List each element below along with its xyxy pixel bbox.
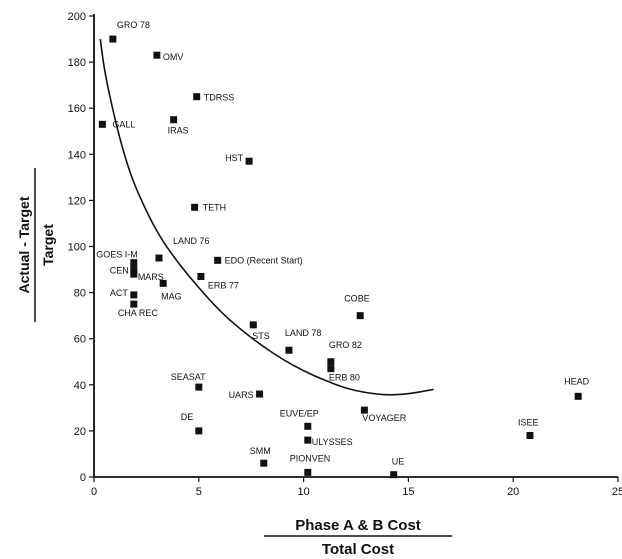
y-tick-label: 40 xyxy=(74,380,86,392)
y-axis-title-denominator: Target xyxy=(40,224,56,266)
data-point-marker xyxy=(327,365,335,373)
data-point-label: STS xyxy=(252,331,270,341)
data-point-marker xyxy=(245,157,253,165)
y-axis-title: Actual - Target Target xyxy=(16,168,56,322)
data-point-marker xyxy=(304,436,312,444)
data-point-label: EDO (Recent Start) xyxy=(225,255,303,265)
data-point-marker xyxy=(130,291,138,299)
data-point-label: ISEE xyxy=(518,418,539,428)
y-tick-label: 100 xyxy=(68,242,86,254)
data-point-label: CEN xyxy=(110,266,129,276)
data-point-label: EUVE/EP xyxy=(280,408,319,418)
data-point-label: ERB 80 xyxy=(329,373,360,383)
data-point-marker xyxy=(130,270,138,278)
data-point-marker xyxy=(249,321,257,329)
data-point-label: SEASAT xyxy=(171,372,206,382)
data-point-marker xyxy=(155,254,163,262)
data-point-marker xyxy=(356,312,364,320)
x-tick-label: 20 xyxy=(507,486,519,498)
data-point-marker xyxy=(170,116,178,124)
data-point-marker xyxy=(214,256,222,264)
data-point-marker xyxy=(191,203,199,211)
data-point-marker xyxy=(197,272,205,280)
data-point-marker xyxy=(304,422,312,430)
data-point-marker xyxy=(159,279,167,287)
data-points: GRO 78 OMV TDRSS IRAS GALL HST TETH LAND 76 GOES… xyxy=(96,20,590,479)
data-point-label: OMV xyxy=(163,52,184,62)
data-point-label: TDRSS xyxy=(204,93,235,103)
y-tick-label: 180 xyxy=(68,57,86,69)
data-point-marker xyxy=(130,259,138,267)
data-point-label: HST xyxy=(225,153,244,163)
data-point-label: GALL xyxy=(112,119,135,129)
data-point-marker xyxy=(260,459,268,467)
x-tick-label: 10 xyxy=(297,486,309,498)
data-point-marker xyxy=(193,93,201,101)
x-ticks: 0 5 10 15 20 25 xyxy=(91,477,622,498)
y-ticks: 0 20 40 60 80 100 120 140 160 180 200 xyxy=(68,11,94,484)
data-point-marker xyxy=(526,432,534,440)
data-point-label: HEAD xyxy=(564,376,590,386)
data-point-marker xyxy=(98,120,106,128)
data-point-label: GRO 78 xyxy=(117,20,150,30)
data-point-label: LAND 76 xyxy=(173,236,210,246)
data-point-label: MAG xyxy=(161,291,182,301)
y-tick-label: 0 xyxy=(80,472,86,484)
data-point-marker xyxy=(256,390,264,398)
data-point-marker xyxy=(195,427,203,435)
y-tick-label: 120 xyxy=(68,195,86,207)
x-axis-title-denominator: Total Cost xyxy=(322,541,394,558)
x-tick-label: 25 xyxy=(612,486,622,498)
x-axis-title-numerator: Phase A & B Cost xyxy=(295,517,421,534)
data-point-marker xyxy=(574,392,582,400)
data-point-label: CHA REC xyxy=(118,308,159,318)
data-point-marker xyxy=(390,471,398,479)
data-point-label: ACT xyxy=(110,288,129,298)
data-point-label: TETH xyxy=(203,202,227,212)
x-tick-label: 0 xyxy=(91,486,97,498)
y-tick-label: 200 xyxy=(68,11,86,23)
data-point-label: UE xyxy=(392,457,405,467)
data-point-label: COBE xyxy=(344,294,370,304)
data-point-marker xyxy=(360,406,368,414)
fit-curve xyxy=(99,38,434,396)
data-point-label: IRAS xyxy=(168,126,189,136)
data-point-marker xyxy=(109,35,117,43)
data-point-label: ERB 77 xyxy=(208,280,239,290)
y-tick-label: 20 xyxy=(74,426,86,438)
data-point-marker xyxy=(304,468,312,476)
data-point-label: GRO 82 xyxy=(329,340,362,350)
data-point-label: MARS xyxy=(138,272,164,282)
data-point-label: UARS xyxy=(229,390,254,400)
data-point-label: DE xyxy=(181,412,194,422)
axes xyxy=(93,14,618,478)
data-point-label: PIONVEN xyxy=(290,453,331,463)
data-point-label: LAND 78 xyxy=(285,328,322,338)
x-tick-label: 15 xyxy=(402,486,414,498)
data-point-marker xyxy=(327,358,335,366)
data-point-marker xyxy=(153,51,161,59)
data-point-label: SMM xyxy=(250,446,271,456)
y-tick-label: 140 xyxy=(68,149,86,161)
data-point-label: GOES I-M xyxy=(96,250,138,260)
data-point-marker xyxy=(195,383,203,391)
data-point-label: VOYAGER xyxy=(362,413,406,423)
data-point-marker xyxy=(285,346,293,354)
y-tick-label: 80 xyxy=(74,288,86,300)
y-axis-title-numerator: Actual - Target xyxy=(16,196,32,293)
data-point-label: ULYSSES xyxy=(312,437,353,447)
y-tick-label: 60 xyxy=(74,334,86,346)
x-axis-title: Phase A & B Cost Total Cost xyxy=(264,517,452,558)
data-point-marker xyxy=(130,266,138,274)
x-tick-label: 5 xyxy=(196,486,202,498)
y-tick-label: 160 xyxy=(68,103,86,115)
data-point-marker xyxy=(130,300,138,308)
